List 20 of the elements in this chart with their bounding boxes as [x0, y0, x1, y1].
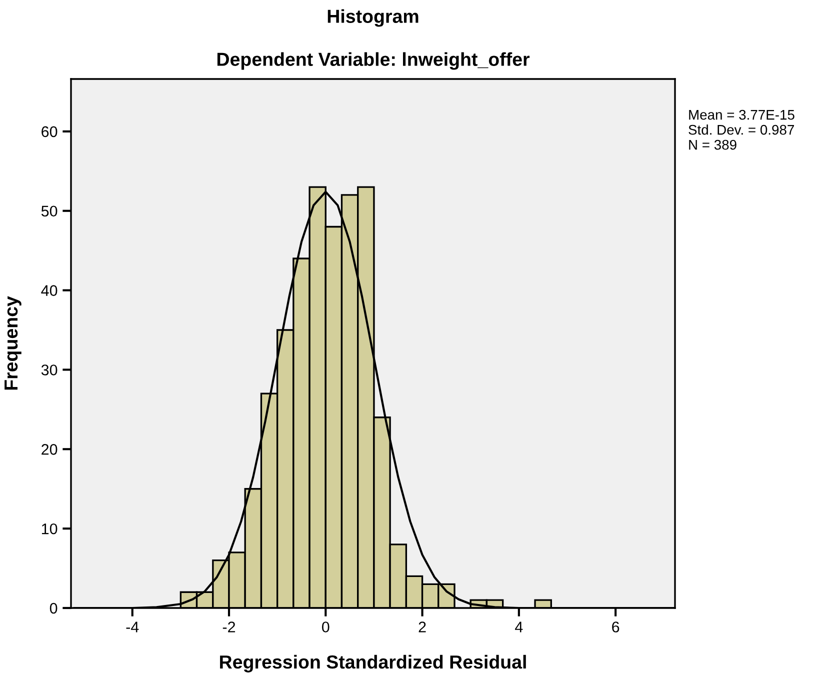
y-tick-label: 0 — [50, 602, 58, 614]
x-tick-label: -4 — [126, 622, 139, 632]
y-axis-title: Frequency — [4, 296, 22, 390]
text: N = 389 — [689, 140, 736, 150]
x-tick-label: 4 — [515, 622, 523, 632]
text: Mean = 3.77E-15 — [689, 110, 794, 120]
y-tick-label: 20 — [42, 444, 58, 455]
text: Std. Dev. = 0.987 — [688, 124, 794, 135]
x-tick-label: 6 — [612, 622, 620, 632]
y-tick-label: 10 — [42, 523, 58, 534]
y-tick-label: 50 — [41, 206, 58, 217]
y-tick-label: 60 — [42, 126, 58, 138]
x-tick-label: 0 — [322, 622, 330, 632]
x-tick-label: -2 — [222, 622, 236, 632]
chart-title: Histogram — [328, 9, 418, 27]
x-tick-label: 2 — [418, 622, 426, 632]
x-axis-title: Regression Standardized Residual — [220, 654, 526, 672]
y-tick-label: 30 — [41, 364, 58, 376]
chart-subtitle: Dependent Variable: lnweight_offer — [217, 52, 530, 70]
y-tick-label: 40 — [41, 285, 58, 296]
